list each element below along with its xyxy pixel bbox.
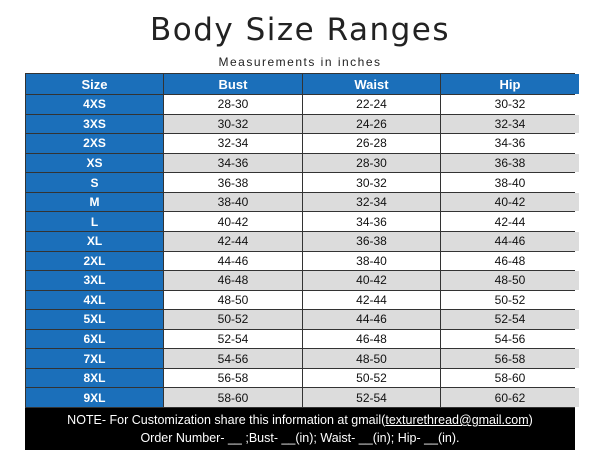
table-cell: 58-60 [441, 368, 579, 388]
table-cell: 38-40 [303, 251, 440, 271]
size-cell: L [26, 212, 163, 231]
table-cell: 30-32 [303, 173, 440, 192]
size-cell: 5XL [26, 310, 163, 329]
table-cell: 56-58 [164, 368, 302, 388]
title: Body Size Ranges [149, 12, 450, 48]
table-cell: 48-50 [164, 290, 302, 310]
table-cell: 46-48 [303, 329, 440, 349]
size-cell: XS [26, 153, 163, 173]
table-cell: 36-38 [303, 231, 440, 251]
table-cell: 54-56 [164, 349, 302, 368]
column-header: Waist [303, 74, 440, 94]
note-text: NOTE- For Customization share this infor… [67, 413, 386, 427]
table-cell: 50-52 [303, 368, 440, 388]
note-line: Order Number- __ ;Bust- __(in); Waist- _… [140, 431, 460, 445]
table-cell: 34-36 [164, 153, 302, 173]
column-header: Size [26, 74, 163, 94]
table-cell: 32-34 [303, 192, 440, 212]
size-cell: 2XL [26, 251, 163, 271]
table-cell: 34-36 [441, 134, 579, 153]
table-cell: 24-26 [303, 114, 440, 134]
table-cell: 48-50 [441, 271, 579, 290]
table-cell: 50-52 [441, 290, 579, 310]
table-cell: 48-50 [303, 349, 440, 368]
size-cell: XL [26, 231, 163, 251]
table-cell: 40-42 [303, 271, 440, 290]
table-cell: 52-54 [164, 329, 302, 349]
subtitle: Measurements in inches [218, 55, 382, 69]
table-cell: 56-58 [441, 349, 579, 368]
note: NOTE- For Customization share this infor… [25, 408, 575, 450]
size-cell: 3XL [26, 271, 163, 290]
size-cell: 7XL [26, 349, 163, 368]
table-cell: 42-44 [164, 231, 302, 251]
size-cell: 4XL [26, 290, 163, 310]
column-header: Hip [441, 74, 579, 94]
table-cell: 54-56 [441, 329, 579, 349]
table-cell: 38-40 [164, 192, 302, 212]
table-cell: 44-46 [303, 310, 440, 329]
size-table: Size Bust Waist Hip 4XS 28-30 22-24 30-32 3XS 30-… [25, 73, 579, 408]
table-cell: 40-42 [164, 212, 302, 231]
size-cell: 4XS [26, 95, 163, 114]
table-cell: 30-32 [164, 114, 302, 134]
size-cell: M [26, 192, 163, 212]
size-cell: 9XL [26, 388, 163, 407]
table-cell: 58-60 [164, 388, 302, 407]
size-cell: 2XS [26, 134, 163, 153]
table-cell: 26-28 [303, 134, 440, 153]
note-line: NOTE- For Customization share this infor… [25, 411, 575, 429]
table-cell: 46-48 [441, 251, 579, 271]
size-cell: 6XL [26, 329, 163, 349]
table-cell: 22-24 [303, 95, 440, 114]
table-cell: 34-36 [303, 212, 440, 231]
table-cell: 28-30 [164, 95, 302, 114]
size-cell: S [26, 173, 163, 192]
table-cell: 38-40 [441, 173, 579, 192]
table-cell: 44-46 [164, 251, 302, 271]
table-cell: 42-44 [303, 290, 440, 310]
email: texturethread@gmail.com [385, 413, 529, 427]
table-cell: 46-48 [164, 271, 302, 290]
table-cell: 52-54 [303, 388, 440, 407]
table-cell: 44-46 [441, 231, 579, 251]
table-cell: 28-30 [303, 153, 440, 173]
table-cell: 32-34 [441, 114, 579, 134]
table-cell: 50-52 [164, 310, 302, 329]
column-header: Bust [164, 74, 302, 94]
table-cell: 52-54 [441, 310, 579, 329]
table-cell: 32-34 [164, 134, 302, 153]
table-cell: 36-38 [441, 153, 579, 173]
table-cell: 40-42 [441, 192, 579, 212]
table-cell: 36-38 [164, 173, 302, 192]
note-text: ) [528, 413, 533, 427]
table-cell: 60-62 [441, 388, 579, 407]
table-cell: 42-44 [441, 212, 579, 231]
table-cell: 30-32 [441, 95, 579, 114]
size-cell: 8XL [26, 368, 163, 388]
size-cell: 3XS [26, 114, 163, 134]
